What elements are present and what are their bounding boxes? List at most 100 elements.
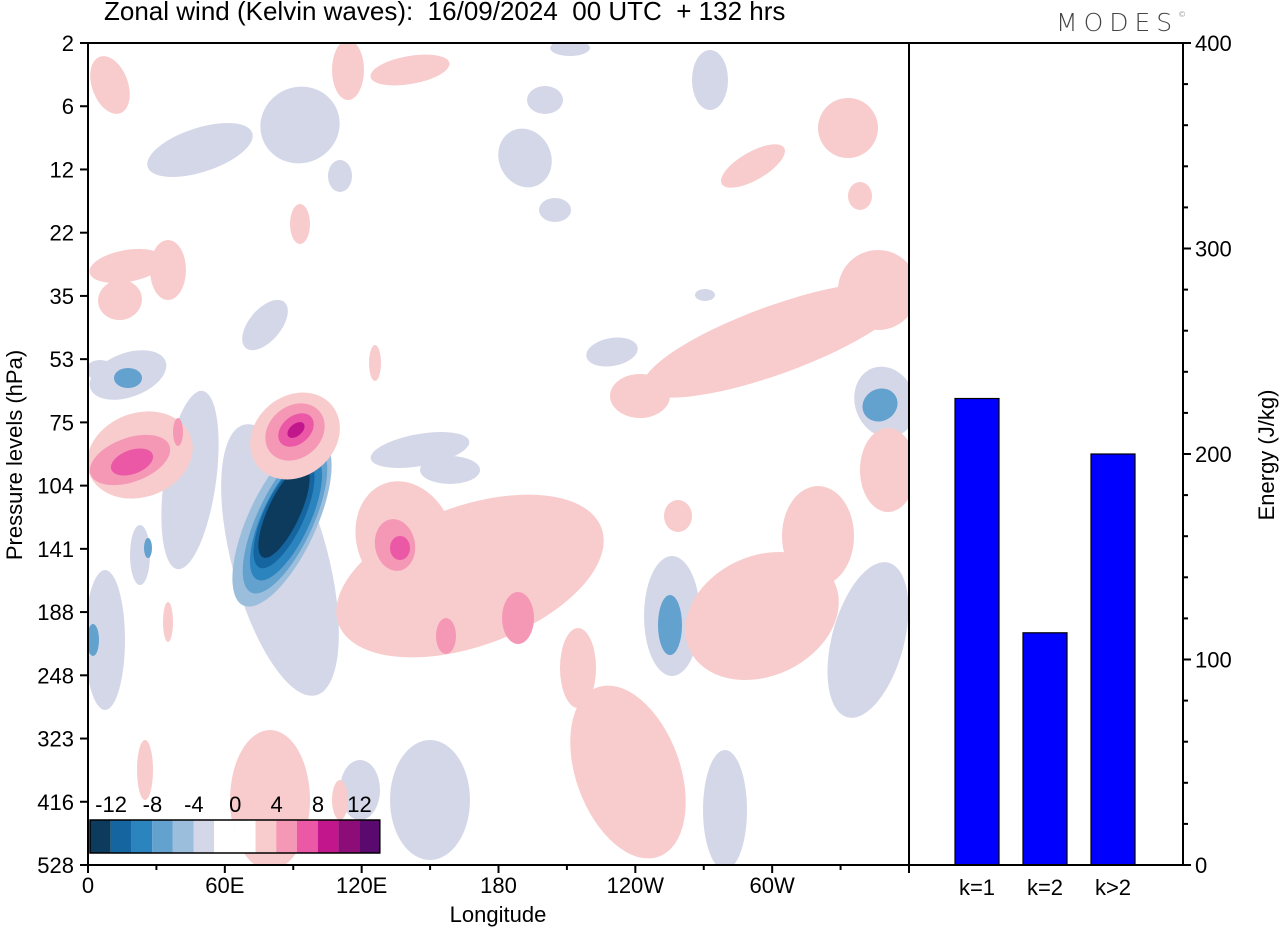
colorbar-swatch	[276, 820, 297, 853]
hovmoller-heatmap	[0, 32, 909, 865]
x-tick-label: 0	[82, 873, 94, 898]
bar-category-label: k=1	[959, 875, 995, 900]
colorbar-swatch	[214, 820, 235, 853]
colorbar-swatch	[255, 820, 277, 853]
wind-anomaly-positive	[150, 240, 186, 300]
y-tick-label: 528	[37, 853, 74, 878]
colorbar-swatch	[317, 820, 339, 853]
wind-anomaly-positive	[685, 551, 839, 681]
wind-anomaly-negative	[36, 75, 64, 110]
wind-anomaly-positive	[110, 448, 154, 476]
colorbar-swatch	[193, 820, 215, 853]
wind-anomaly-positive	[838, 250, 909, 330]
wind-anomaly-positive	[369, 345, 381, 381]
wind-anomaly-positive	[290, 204, 310, 244]
x-tick-label: 120E	[336, 873, 387, 898]
wind-anomaly-positive	[860, 428, 909, 512]
y-tick-label: 141	[37, 537, 74, 562]
wind-anomaly-negative	[658, 595, 682, 655]
y-tick-label: 2	[62, 31, 74, 56]
wind-anomaly-negative	[586, 337, 638, 367]
wind-anomaly-positive	[642, 282, 908, 398]
energy-bar	[954, 397, 1000, 866]
wind-anomaly-positive	[502, 592, 534, 644]
wind-anomaly-positive	[98, 279, 142, 321]
colorbar-label: 0	[229, 792, 241, 817]
wind-anomaly-negative	[88, 360, 114, 380]
wind-anomaly-negative	[539, 198, 571, 222]
modes-logo: MODES©	[1056, 8, 1187, 37]
energy-tick-label: 0	[1195, 853, 1207, 878]
colorbar-swatch	[110, 820, 132, 853]
colorbar-frame	[89, 819, 381, 854]
x-tick-label: 60E	[205, 873, 244, 898]
wind-anomaly-positive	[390, 536, 410, 560]
energy-tick-label: 300	[1195, 237, 1232, 262]
wind-anomaly-negative	[550, 43, 590, 56]
wind-anomaly-negative	[114, 368, 142, 388]
colorbar-swatch	[172, 820, 194, 853]
bar-category-label: k=2	[1027, 875, 1063, 900]
wind-anomaly-positive	[570, 685, 686, 859]
wind-anomaly-positive	[370, 54, 450, 86]
energy-tick-label: 100	[1195, 648, 1232, 673]
wind-anomaly-negative	[260, 86, 340, 164]
colorbar-swatch	[234, 820, 256, 853]
wind-anomaly-negative	[498, 128, 552, 188]
colorbar-label: 12	[347, 792, 371, 817]
wind-anomaly-negative	[242, 299, 288, 351]
wind-anomaly-positive	[173, 418, 183, 446]
wind-anomaly-negative	[0, 32, 31, 63]
energy-tick-label: 400	[1195, 31, 1232, 56]
wind-anomaly-negative	[258, 466, 310, 558]
colorbar-label: -4	[184, 792, 204, 817]
wind-anomaly-negative	[827, 562, 909, 718]
wind-anomaly-positive	[287, 422, 305, 438]
y-tick-label: 35	[50, 284, 74, 309]
bar-category-label: k>2	[1095, 875, 1131, 900]
y-tick-label: 6	[62, 94, 74, 119]
y-tick-label: 323	[37, 727, 74, 752]
wind-anomaly-negative	[144, 538, 152, 558]
energy-axis-label: Energy (J/kg)	[1254, 390, 1279, 521]
colorbar-label: -12	[95, 792, 127, 817]
y-tick-label: 75	[50, 410, 74, 435]
wind-anomaly-positive	[137, 740, 153, 800]
energy-bar	[1090, 453, 1136, 866]
y-axis-label: Pressure levels (hPa)	[2, 350, 27, 560]
wind-anomaly-negative	[130, 525, 150, 585]
x-tick-label: 120W	[607, 873, 665, 898]
wind-anomaly-positive	[436, 618, 456, 654]
wind-anomaly-negative	[147, 123, 253, 177]
y-tick-label: 248	[37, 663, 74, 688]
energy-bar	[1022, 632, 1068, 866]
wind-anomaly-negative	[340, 760, 380, 820]
chart-title: Zonal wind (Kelvin waves): 16/09/2024 00…	[104, 0, 786, 26]
y-tick-label: 104	[37, 474, 74, 499]
wind-anomaly-negative	[692, 50, 728, 110]
y-tick-label: 12	[50, 157, 74, 182]
wind-anomaly-negative	[328, 160, 352, 192]
wind-anomaly-positive	[721, 144, 785, 188]
wind-anomaly-positive	[332, 780, 348, 820]
wind-anomaly-positive	[90, 56, 130, 114]
x-tick-label: 60W	[750, 873, 795, 898]
colorbar-swatch	[90, 820, 111, 853]
wind-anomaly-positive	[560, 628, 596, 708]
y-tick-label: 22	[50, 221, 74, 246]
colorbar-swatch	[359, 820, 380, 853]
wind-anomaly-negative	[695, 289, 715, 301]
wind-anomaly-positive	[163, 602, 173, 642]
energy-tick-label: 200	[1195, 442, 1232, 467]
colorbar: -12 -8 -4 0 4 8 12	[89, 792, 381, 854]
y-tick-label: 188	[37, 600, 74, 625]
wind-anomaly-positive	[782, 486, 854, 586]
wind-anomaly-negative	[862, 388, 898, 422]
colorbar-swatch	[338, 820, 360, 853]
colorbar-swatch	[131, 820, 153, 853]
colorbar-swatch	[297, 820, 318, 853]
colorbar-label: 4	[271, 792, 283, 817]
colorbar-label: 8	[312, 792, 324, 817]
